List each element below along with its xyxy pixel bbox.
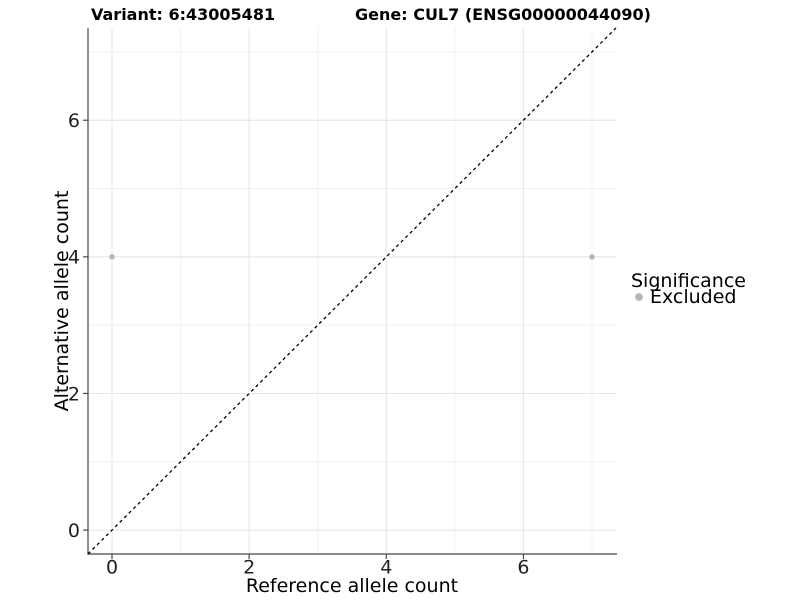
x-tick-label: 2: [243, 557, 255, 579]
minor-gridlines: [88, 28, 616, 554]
y-tick-label: 0: [68, 520, 80, 542]
legend-title: Significance: [631, 270, 746, 292]
y-tick-label: 4: [68, 247, 80, 269]
x-tick-label: 0: [106, 557, 118, 579]
x-tick-label: 6: [517, 557, 529, 579]
y-tick-label: 6: [68, 110, 80, 132]
x-axis-title: Reference allele count: [246, 575, 458, 597]
legend-entry-label: Excluded: [650, 286, 737, 308]
legend-key-point-icon: [635, 293, 643, 301]
plot-title-variant: Variant: 6:43005481: [91, 5, 275, 24]
axis-lines: [87, 28, 617, 555]
y-axis-title: Alternative allele count: [51, 191, 73, 412]
identity-line-layer: [87, 27, 617, 555]
data-point: [109, 254, 115, 260]
major-gridlines: [88, 28, 616, 554]
tick-labels: 0 2 4 6 0 2 4 6: [68, 110, 530, 578]
x-tick-label: 4: [380, 557, 392, 579]
legend: Significance Excluded: [631, 270, 746, 308]
y-tick-label: 2: [68, 383, 80, 405]
identity-line: [87, 27, 617, 555]
data-point: [589, 254, 595, 260]
tick-marks: [83, 119, 525, 559]
data-points-layer: [109, 254, 595, 260]
plot-title-gene: Gene: CUL7 (ENSG00000044090): [355, 5, 651, 24]
